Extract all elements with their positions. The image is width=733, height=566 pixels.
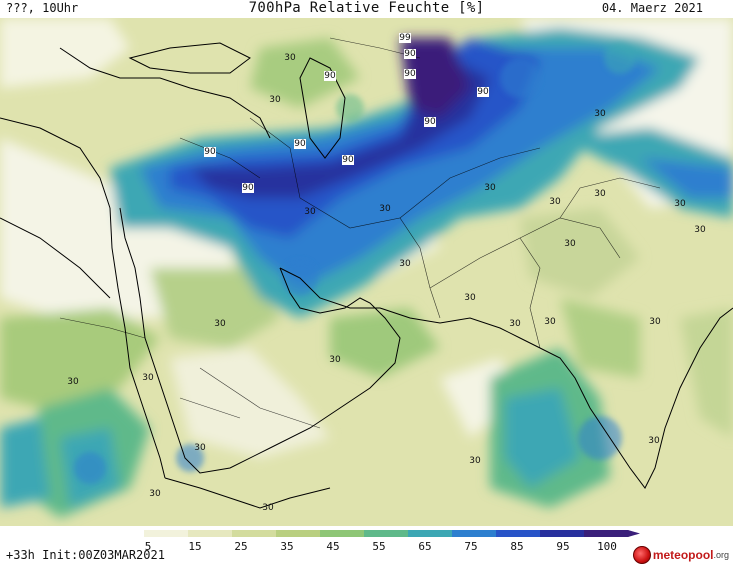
contour-label: 90 <box>204 147 216 157</box>
run-info: +33h Init:00Z03MAR2021 <box>6 548 165 562</box>
colorbar-cell <box>452 530 497 537</box>
map-canvas: 99 90 90 90 90 90 90 90 90 90 30 30 30 30 30 30 30 30 30 30… <box>0 18 733 526</box>
colorbar-cell <box>144 530 189 537</box>
colorbar-tick-label: 85 <box>510 540 523 552</box>
contour-label: 30 <box>564 239 576 249</box>
colorbar-cell <box>584 530 629 537</box>
contour-label: 30 <box>694 225 706 235</box>
contour-label: 99 <box>399 33 411 43</box>
contour-label: 30 <box>594 109 606 119</box>
colorbar-cell <box>188 530 233 537</box>
contour-label: 30 <box>484 183 496 193</box>
colorbar-tick-label: 100 <box>597 540 617 552</box>
colorbar-cell <box>364 530 409 537</box>
contour-label: 90 <box>342 155 354 165</box>
logo-name: meteopool <box>652 548 714 562</box>
contour-label: 30 <box>284 53 296 63</box>
contour-label-bg <box>324 71 336 81</box>
colorbar-tick-label: 55 <box>372 540 385 552</box>
contour-label-bg <box>424 117 436 127</box>
contour-label-bg <box>242 183 254 193</box>
forecast-weekday-hour: ???, 10Uhr <box>6 1 79 15</box>
contour-label: 90 <box>424 117 436 127</box>
contour-label-bg <box>342 155 354 165</box>
contour-label: 30 <box>509 319 521 329</box>
country-borders <box>59 37 661 429</box>
colorbar-tick-label: 35 <box>280 540 293 552</box>
colorbar-cell <box>320 530 365 537</box>
contour-label: 30 <box>304 207 316 217</box>
colorbar-arrow <box>628 530 640 537</box>
contour-label-bg <box>294 139 306 149</box>
contour-label: 30 <box>262 503 274 513</box>
contour-label: 30 <box>379 204 391 214</box>
map-title: 700hPa Relative Feuchte [%] <box>248 0 485 16</box>
colorbar <box>100 528 640 542</box>
colorbar-tick-label: 15 <box>188 540 201 552</box>
contour-label: 30 <box>648 436 660 446</box>
contour-label: 30 <box>549 197 561 207</box>
contour-labels: 99 90 90 90 90 90 90 90 90 90 30 30 30 30 30 30 30 30 30 30… <box>67 33 706 513</box>
contour-label-bg <box>404 69 416 79</box>
contour-label: 30 <box>399 259 411 269</box>
contour-label-bg <box>399 33 411 43</box>
map-header: ???, 10Uhr 700hPa Relative Feuchte [%] 0… <box>0 0 733 18</box>
contour-label: 90 <box>404 69 416 79</box>
colorbar-tick-label: 95 <box>556 540 569 552</box>
contour-label: 30 <box>194 443 206 453</box>
contour-label: 30 <box>214 319 226 329</box>
forecast-date: 04. Maerz 2021 <box>601 1 703 15</box>
contour-label-bg <box>204 147 216 157</box>
colorbar-tick-label: 65 <box>418 540 431 552</box>
contour-label: 30 <box>149 489 161 499</box>
contour-label: 90 <box>324 71 336 81</box>
colorbar-cell <box>540 530 585 537</box>
colorbar-cell <box>408 530 453 537</box>
colorbar-tick-label: 75 <box>464 540 477 552</box>
contour-label: 30 <box>142 373 154 383</box>
colorbar-tick-label: 25 <box>234 540 247 552</box>
contour-label: 30 <box>464 293 476 303</box>
colorbar-cell <box>496 530 541 537</box>
logo-globe-icon <box>632 546 651 564</box>
contour-label: 30 <box>269 95 281 105</box>
contour-label: 30 <box>469 456 481 466</box>
contour-label: 30 <box>329 355 341 365</box>
colorbar-cell <box>100 530 145 537</box>
contour-label: 30 <box>649 317 661 327</box>
colorbar-tick-label: 5 <box>145 540 152 552</box>
contour-label-bg <box>404 49 416 59</box>
colorbar-cell <box>232 530 277 537</box>
contour-label: 30 <box>544 317 556 327</box>
colorbar-svg <box>100 530 640 537</box>
contour-label-bg <box>477 87 489 97</box>
colorbar-cell <box>276 530 321 537</box>
contour-label: 90 <box>294 139 306 149</box>
contour-label: 90 <box>477 87 489 97</box>
contour-label: 90 <box>242 183 254 193</box>
humidity-map[interactable]: 99 90 90 90 90 90 90 90 90 90 30 30 30 30 30 30 30 30 30 30… <box>0 18 733 526</box>
logo-tld: .org <box>713 550 729 560</box>
contour-label: 30 <box>67 377 79 387</box>
humidity-field <box>0 18 733 518</box>
colorbar-tick-label: 45 <box>326 540 339 552</box>
contour-label: 30 <box>674 199 686 209</box>
meteopool-logo[interactable]: meteopool .org <box>632 546 729 564</box>
contour-label: 90 <box>404 49 416 59</box>
contour-label: 30 <box>594 189 606 199</box>
colorbar-ticks: 5 15 25 35 45 55 65 75 85 95 100 <box>145 540 617 552</box>
coastlines <box>0 42 733 509</box>
